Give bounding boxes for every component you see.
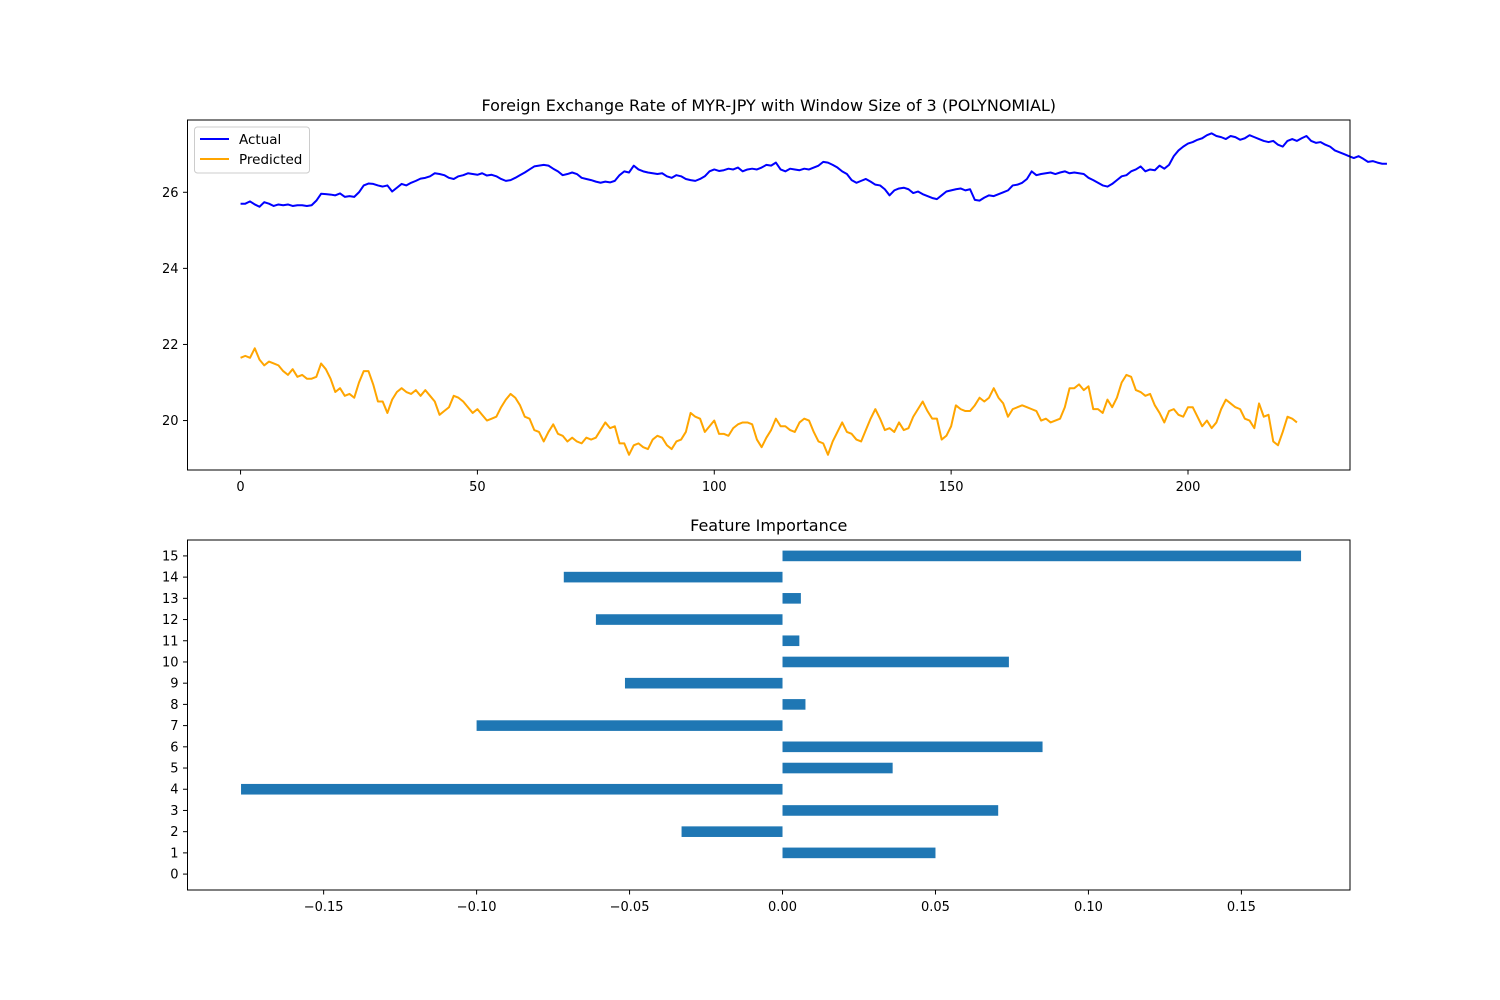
bar-chart: Feature Importance −0.15 −0.10 −0.05 0.00 0.… (162, 516, 1351, 915)
bar-y-tick-label: 0 (170, 868, 178, 883)
y-tick-label: 20 (162, 414, 179, 429)
bar-feature-13 (782, 593, 801, 604)
line-series-layer (240, 132, 1387, 456)
bar-plot-frame (187, 539, 1351, 891)
bar-feature-1 (782, 847, 936, 859)
bar-y-tick-label: 15 (162, 549, 179, 564)
y-tick-label: 26 (162, 186, 179, 201)
bar-layer (241, 550, 1302, 859)
bar-feature-4 (241, 783, 783, 795)
bar-x-tick-label: 0.00 (768, 900, 797, 915)
bar-y-tick-label: 6 (170, 740, 178, 755)
bar-feature-7 (476, 720, 783, 731)
bar-y-tick-label: 8 (170, 698, 178, 713)
y-tick-label: 22 (162, 338, 179, 353)
bar-feature-10 (782, 656, 1009, 668)
x-tick-label: 0 (236, 480, 244, 495)
bar-y-tick-label: 14 (162, 571, 179, 586)
bar-y-tick-label: 9 (170, 677, 178, 692)
legend-label-predicted: Predicted (239, 152, 302, 168)
line-chart: Foreign Exchange Rate of MYR-JPY with Wi… (162, 96, 1387, 495)
line-plot-frame (187, 119, 1351, 471)
bar-y-tick-label: 3 (170, 804, 178, 819)
bar-feature-14 (563, 571, 783, 583)
bar-x-tick-label: −0.05 (610, 900, 650, 915)
bar-x-tick-label: 0.05 (921, 900, 950, 915)
x-tick-label: 50 (469, 480, 486, 495)
bar-y-tick-label: 1 (170, 846, 178, 861)
bar-feature-12 (595, 614, 783, 625)
y-tick-label: 24 (162, 262, 179, 277)
legend-label-actual: Actual (239, 132, 281, 148)
x-tick-label: 200 (1176, 480, 1201, 495)
bar-feature-8 (782, 699, 806, 710)
bar-feature-6 (782, 741, 1043, 753)
bar-x-tick-label: 0.15 (1227, 900, 1256, 915)
line-x-axis: 0 50 100 150 200 (236, 470, 1200, 495)
bar-feature-11 (782, 635, 800, 647)
x-tick-label: 100 (702, 480, 727, 495)
line-chart-title: Foreign Exchange Rate of MYR-JPY with Wi… (481, 96, 1056, 115)
bar-feature-3 (782, 805, 999, 816)
x-tick-label: 150 (939, 480, 964, 495)
bar-feature-9 (624, 677, 783, 689)
series-line-actual (240, 132, 1387, 208)
bar-y-tick-label: 2 (170, 825, 178, 840)
bar-y-tick-label: 11 (162, 634, 179, 649)
line-y-axis: 20 22 24 26 (162, 186, 188, 429)
bar-x-tick-label: −0.15 (304, 900, 344, 915)
bar-y-tick-label: 10 (162, 655, 179, 670)
bar-y-tick-label: 4 (170, 783, 178, 798)
bar-x-axis: −0.15 −0.10 −0.05 0.00 0.05 0.10 0.15 (304, 890, 1256, 915)
bar-y-tick-label: 7 (170, 719, 178, 734)
bar-feature-2 (681, 826, 783, 837)
bar-chart-title: Feature Importance (690, 516, 847, 535)
bar-y-tick-label: 5 (170, 762, 178, 777)
bar-y-tick-label: 13 (162, 592, 179, 607)
series-line-predicted (240, 347, 1298, 456)
bar-y-tick-label: 12 (162, 613, 179, 628)
bar-feature-5 (782, 762, 893, 774)
bar-feature-15 (782, 550, 1302, 562)
legend: Actual Predicted (194, 126, 310, 174)
bar-x-tick-label: −0.10 (457, 900, 497, 915)
bar-x-tick-label: 0.10 (1074, 900, 1103, 915)
